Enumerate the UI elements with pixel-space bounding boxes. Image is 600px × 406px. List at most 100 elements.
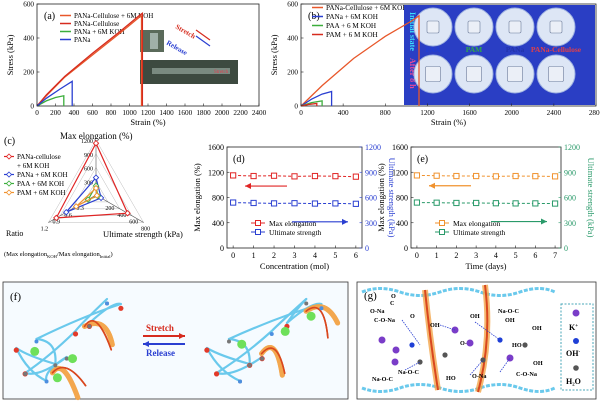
radar-tick-label: 800 (141, 227, 150, 233)
ion-particle (44, 379, 49, 384)
radar-grid-ring (83, 180, 109, 203)
x-tick-label: 1200 (420, 109, 435, 117)
ion-particle (226, 339, 231, 344)
panel-g-frame (356, 281, 597, 400)
x-tick-label: 5 (333, 251, 337, 260)
ion-particle (319, 306, 324, 311)
polymer-chain (215, 355, 264, 375)
arrow-head (342, 218, 348, 225)
legend-marker (439, 229, 445, 235)
series-line-2 (36, 95, 65, 107)
legend-marker (5, 153, 13, 160)
y-right-tick-label: 300 (564, 219, 576, 228)
polymer-chain (45, 355, 68, 383)
data-point (413, 172, 421, 179)
panel-a: (a) PANa-Cellulose + 6M KOHPANa-Cellulos… (5, 1, 267, 128)
water-label: H₂O (566, 377, 581, 386)
legend-label: PANa-Cellulose (74, 20, 119, 28)
radar-point (124, 209, 131, 217)
ion-particle (23, 371, 28, 376)
legend-label: PANa-Cellulose + 6M KOH (74, 12, 153, 20)
legend-label: + 6M KOH (17, 162, 49, 170)
hydrogel-sample (425, 66, 441, 82)
arrow-head (541, 218, 547, 225)
data-point (230, 199, 237, 206)
crosslink-node (30, 346, 40, 356)
y-right-axis-title: Ultimate strength (kPa) (586, 158, 596, 238)
data-point (332, 173, 339, 180)
data-point (311, 172, 319, 180)
x-tick-label: 1200 (141, 109, 156, 117)
y-left-tick-label: 1200 (208, 168, 224, 177)
panel-c-label: (c) (4, 136, 15, 147)
x-tick-label: 4 (313, 251, 317, 260)
panel-label: (d) (233, 154, 245, 165)
series-line-3 (300, 102, 318, 107)
panel-g-label: (g) (364, 290, 377, 302)
x-tick-label: 1000 (122, 109, 137, 117)
x-tick-label: 6 (354, 251, 358, 260)
panel-a-legend: PANa-Cellulose + 6M KOHPANa-CellulosePAN… (60, 12, 153, 44)
radar-point (53, 214, 60, 222)
crosslink-node (68, 354, 78, 364)
panel-c: (c) Max elongation (%) Ultimate strength… (4, 131, 183, 259)
data-point (230, 172, 237, 179)
radar-ratio-label: Ratio (6, 229, 23, 238)
chemical-group-label: Na-O-C (398, 369, 419, 376)
x-tick-label: 800 (380, 109, 391, 117)
data-point (250, 172, 257, 180)
legend-marker (5, 189, 13, 196)
radar-tick-label: 300 (84, 180, 93, 186)
data-point (291, 200, 298, 207)
ion-particle (13, 347, 19, 353)
x-axis-title: Strain (%) (431, 117, 466, 127)
y-tick-label: 600 (23, 1, 34, 9)
ion-particle (204, 347, 210, 353)
ion-particle (34, 339, 39, 344)
arrow-head (245, 183, 251, 190)
y-tick-label: 0 (294, 103, 298, 111)
data-point (413, 199, 421, 206)
x-tick-label: 2400 (252, 109, 267, 117)
ion-particle (247, 363, 252, 368)
panel-e: 0 1 2 3 4 5 6 704008001200160003006009001200Max… (376, 143, 596, 271)
data-point (433, 199, 440, 206)
bottom-polymer-chain (361, 383, 556, 393)
data-point (311, 200, 319, 207)
radar-ratio-formula: (Max elongationKOH/Max elongationInitial… (4, 251, 113, 259)
x-tick-label: 7 (553, 251, 557, 260)
y-axis-title: Stress (kPa) (269, 34, 279, 75)
legend-marker (255, 220, 261, 226)
hydrogel-sample (549, 20, 563, 34)
data-point (352, 173, 359, 180)
radar-point (72, 203, 80, 210)
radar-tick-label: 1.2 (41, 227, 49, 233)
release-annotation: Release (165, 39, 189, 57)
radar-tick-label: 400 (117, 213, 126, 219)
y-right-tick-label: 600 (365, 194, 377, 203)
legend-label: PAA + 6M KOH (17, 180, 64, 188)
polymer-chain (35, 302, 122, 341)
cellulose-fiber-core (305, 306, 329, 339)
x-tick-label: 0 (415, 251, 419, 260)
potassium-label: K+ (569, 323, 578, 332)
panel-f-label: (f) (10, 291, 21, 303)
y-left-tick-label: 800 (396, 194, 408, 203)
chemical-group-label: HO (512, 342, 522, 349)
series-line-3 (36, 80, 73, 107)
x-tick-label: 1 (252, 251, 256, 260)
x-tick-label: 0 (299, 109, 303, 117)
top-polymer-chain (361, 287, 556, 297)
radar-tick-label: 600 (129, 220, 138, 226)
radar-grid-ring (47, 139, 145, 223)
series-line-1 (300, 90, 333, 107)
cellulose-fiber-core (83, 320, 113, 351)
legend-marker (255, 229, 261, 235)
ion-particle (72, 331, 79, 337)
stretch-annotation: Stretch (174, 23, 197, 41)
x-axis-title: Strain (%) (130, 117, 165, 127)
panel-a-plot (36, 12, 144, 107)
